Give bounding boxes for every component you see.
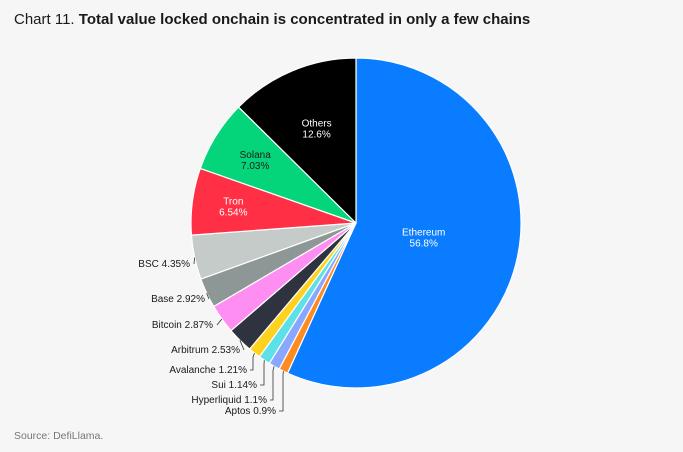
chart-title-text: Total value locked onchain is concentrat… bbox=[78, 11, 531, 28]
slice-label-hyperliquid: Hyperliquid 1.1% bbox=[191, 395, 267, 406]
slice-label-avalanche: Avalanche 1.21% bbox=[169, 365, 247, 376]
pie-slice-others bbox=[237, 57, 357, 225]
source-note: Source: DefiLlama. bbox=[14, 430, 104, 442]
slice-label-others: Others 12.6% bbox=[302, 119, 332, 141]
slice-label-solana: Solana 7.03% bbox=[240, 150, 272, 172]
slice-label-bsc: BSC 4.35% bbox=[138, 259, 190, 270]
slice-label-bitcoin: Bitcoin 2.87% bbox=[152, 320, 213, 331]
leader-line-avalanche bbox=[250, 352, 255, 371]
leader-line-bitcoin bbox=[216, 318, 223, 326]
slice-label-base: Base 2.92% bbox=[151, 294, 205, 305]
slice-label-sui: Sui 1.14% bbox=[211, 380, 257, 391]
leader-lines bbox=[193, 257, 284, 412]
leader-line-base bbox=[206, 292, 210, 300]
chart-title: Chart 11. Total value locked onchain is … bbox=[14, 10, 530, 30]
pie-slice-ethereum bbox=[286, 57, 522, 389]
slice-label-aptos: Aptos 0.9% bbox=[225, 406, 276, 417]
slice-label-tron: Tron 6.54% bbox=[219, 197, 247, 219]
slice-label-arbitrum: Arbitrum 2.53% bbox=[171, 345, 240, 356]
leader-line-bsc bbox=[193, 257, 195, 265]
slice-labels: Ethereum 56.8% Aptos 0.9%Hyperliquid 1.1% S… bbox=[138, 119, 445, 417]
pie-slices bbox=[190, 57, 522, 389]
slice-label-ethereum: Ethereum 56.8% bbox=[402, 228, 445, 250]
chart-number: Chart 11. bbox=[14, 11, 75, 28]
leader-line-aptos bbox=[279, 371, 284, 412]
leader-line-hyperliquid bbox=[270, 366, 275, 401]
leader-line-sui bbox=[260, 360, 265, 386]
leader-line-arbitrum bbox=[239, 340, 245, 351]
